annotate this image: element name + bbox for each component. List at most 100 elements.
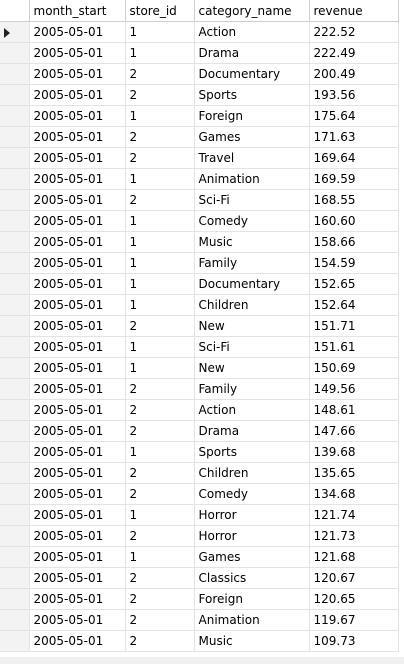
table-row[interactable]: 2005-05-01 2 Drama 147.66 (0, 420, 399, 442)
cell-store-id[interactable]: 1 (125, 294, 195, 316)
column-header-revenue[interactable]: revenue (309, 0, 399, 22)
table-row[interactable]: 2005-05-01 2 Music 109.73 (0, 630, 399, 652)
table-row[interactable]: 2005-05-01 1 Sports 139.68 (0, 441, 399, 463)
cell-revenue[interactable]: 121.73 (309, 525, 399, 547)
cell-category-name[interactable]: Action (194, 399, 310, 421)
cell-month-start[interactable]: 2005-05-01 (29, 504, 126, 526)
row-indicator[interactable] (0, 189, 30, 211)
table-row[interactable]: 2005-05-01 2 Action 148.61 (0, 399, 399, 421)
row-indicator[interactable] (0, 609, 30, 631)
cell-store-id[interactable]: 1 (125, 441, 195, 463)
cell-month-start[interactable]: 2005-05-01 (29, 168, 126, 190)
row-indicator[interactable] (0, 168, 30, 190)
row-indicator[interactable] (0, 231, 30, 253)
table-row[interactable]: 2005-05-01 2 Sci-Fi 168.55 (0, 189, 399, 211)
cell-month-start[interactable]: 2005-05-01 (29, 609, 126, 631)
column-header-category-name[interactable]: category_name (194, 0, 310, 22)
cell-store-id[interactable]: 2 (125, 63, 195, 85)
cell-month-start[interactable]: 2005-05-01 (29, 231, 126, 253)
cell-store-id[interactable]: 2 (125, 189, 195, 211)
cell-category-name[interactable]: Documentary (194, 273, 310, 295)
table-row[interactable]: 2005-05-01 2 Children 135.65 (0, 462, 399, 484)
cell-category-name[interactable]: Comedy (194, 210, 310, 232)
cell-revenue[interactable]: 151.61 (309, 336, 399, 358)
table-row[interactable]: 2005-05-01 1 Sci-Fi 151.61 (0, 336, 399, 358)
cell-store-id[interactable]: 1 (125, 504, 195, 526)
cell-month-start[interactable]: 2005-05-01 (29, 147, 126, 169)
cell-category-name[interactable]: Family (194, 378, 310, 400)
cell-revenue[interactable]: 151.71 (309, 315, 399, 337)
cell-category-name[interactable]: New (194, 357, 310, 379)
table-row[interactable]: 2005-05-01 2 Animation 119.67 (0, 609, 399, 631)
row-indicator[interactable] (0, 63, 30, 85)
row-indicator[interactable] (0, 525, 30, 547)
row-indicator[interactable] (0, 462, 30, 484)
row-indicator[interactable] (0, 294, 30, 316)
cell-revenue[interactable]: 222.52 (309, 21, 399, 43)
row-indicator[interactable] (0, 483, 30, 505)
cell-category-name[interactable]: Drama (194, 42, 310, 64)
cell-month-start[interactable]: 2005-05-01 (29, 315, 126, 337)
cell-store-id[interactable]: 1 (125, 105, 195, 127)
cell-revenue[interactable]: 121.68 (309, 546, 399, 568)
cell-revenue[interactable]: 168.55 (309, 189, 399, 211)
cell-revenue[interactable]: 152.65 (309, 273, 399, 295)
table-row[interactable]: 2005-05-01 2 Foreign 120.65 (0, 588, 399, 610)
cell-category-name[interactable]: Horror (194, 504, 310, 526)
table-row[interactable]: 2005-05-01 1 Games 121.68 (0, 546, 399, 568)
cell-revenue[interactable]: 119.67 (309, 609, 399, 631)
cell-store-id[interactable]: 2 (125, 399, 195, 421)
cell-store-id[interactable]: 2 (125, 609, 195, 631)
cell-category-name[interactable]: Children (194, 294, 310, 316)
row-indicator[interactable] (0, 42, 30, 64)
cell-category-name[interactable]: Music (194, 231, 310, 253)
cell-store-id[interactable]: 1 (125, 231, 195, 253)
column-header-store-id[interactable]: store_id (125, 0, 195, 22)
cell-revenue[interactable]: 169.59 (309, 168, 399, 190)
cell-month-start[interactable]: 2005-05-01 (29, 105, 126, 127)
cell-month-start[interactable]: 2005-05-01 (29, 84, 126, 106)
cell-category-name[interactable]: Children (194, 462, 310, 484)
table-row[interactable]: 2005-05-01 1 Comedy 160.60 (0, 210, 399, 232)
cell-revenue[interactable]: 222.49 (309, 42, 399, 64)
cell-revenue[interactable]: 149.56 (309, 378, 399, 400)
table-row[interactable]: 2005-05-01 1 Music 158.66 (0, 231, 399, 253)
table-row[interactable]: 2005-05-01 1 Documentary 152.65 (0, 273, 399, 295)
row-indicator[interactable] (0, 504, 30, 526)
cell-store-id[interactable]: 2 (125, 483, 195, 505)
cell-store-id[interactable]: 1 (125, 21, 195, 43)
row-indicator[interactable] (0, 588, 30, 610)
cell-month-start[interactable]: 2005-05-01 (29, 21, 126, 43)
row-indicator[interactable] (0, 315, 30, 337)
cell-store-id[interactable]: 2 (125, 525, 195, 547)
cell-revenue[interactable]: 120.67 (309, 567, 399, 589)
cell-month-start[interactable]: 2005-05-01 (29, 378, 126, 400)
cell-category-name[interactable]: Music (194, 630, 310, 652)
cell-revenue[interactable]: 175.64 (309, 105, 399, 127)
cell-category-name[interactable]: Action (194, 21, 310, 43)
cell-store-id[interactable]: 2 (125, 378, 195, 400)
horizontal-scrollbar[interactable] (0, 657, 404, 664)
cell-revenue[interactable]: 120.65 (309, 588, 399, 610)
cell-month-start[interactable]: 2005-05-01 (29, 441, 126, 463)
cell-month-start[interactable]: 2005-05-01 (29, 483, 126, 505)
cell-month-start[interactable]: 2005-05-01 (29, 567, 126, 589)
row-indicator[interactable] (0, 630, 30, 652)
cell-store-id[interactable]: 2 (125, 315, 195, 337)
cell-category-name[interactable]: Family (194, 252, 310, 274)
cell-month-start[interactable]: 2005-05-01 (29, 420, 126, 442)
cell-revenue[interactable]: 148.61 (309, 399, 399, 421)
cell-category-name[interactable]: Classics (194, 567, 310, 589)
cell-category-name[interactable]: Travel (194, 147, 310, 169)
table-row[interactable]: 2005-05-01 2 Games 171.63 (0, 126, 399, 148)
column-header-month-start[interactable]: month_start (29, 0, 126, 22)
row-indicator[interactable] (0, 210, 30, 232)
cell-month-start[interactable]: 2005-05-01 (29, 525, 126, 547)
table-row[interactable]: 2005-05-01 1 Horror 121.74 (0, 504, 399, 526)
cell-month-start[interactable]: 2005-05-01 (29, 399, 126, 421)
cell-revenue[interactable]: 134.68 (309, 483, 399, 505)
table-row[interactable]: 2005-05-01 2 Documentary 200.49 (0, 63, 399, 85)
cell-month-start[interactable]: 2005-05-01 (29, 294, 126, 316)
row-indicator[interactable] (0, 273, 30, 295)
cell-store-id[interactable]: 1 (125, 210, 195, 232)
